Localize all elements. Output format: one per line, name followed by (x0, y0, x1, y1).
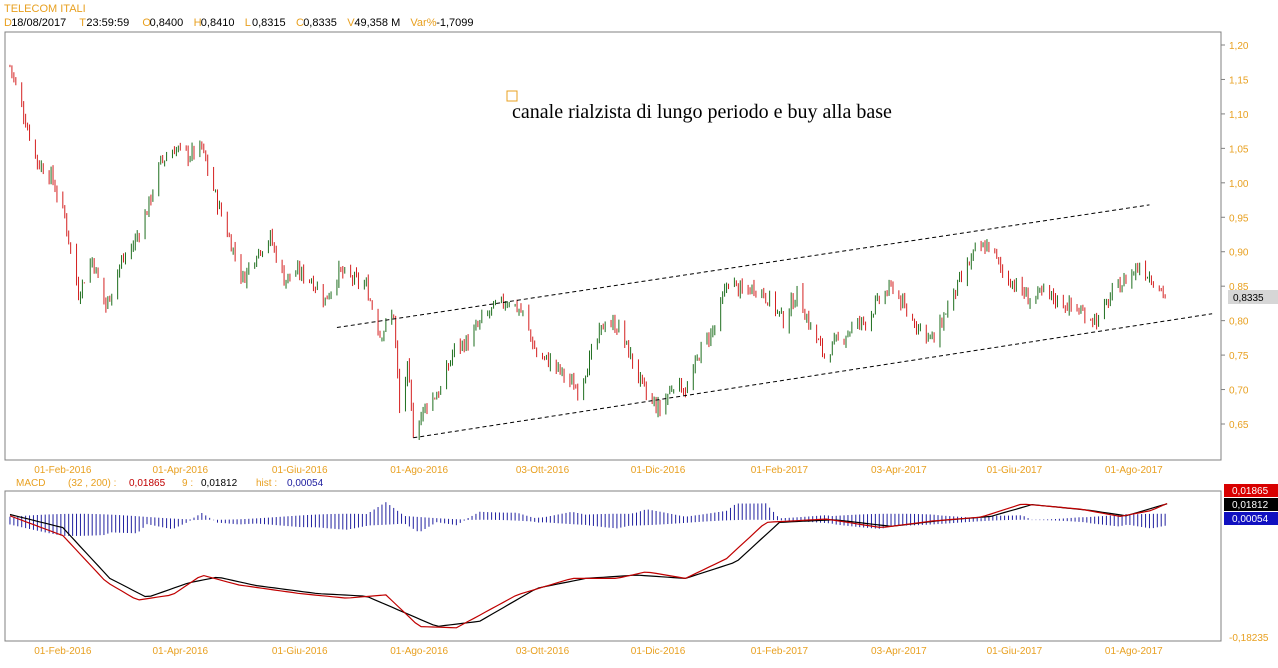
macd-legend-text-5: hist : (256, 478, 277, 489)
readout-key-6: V (347, 17, 355, 29)
readout-key-2: O (142, 17, 151, 29)
readout-value-5: 0,8335 (303, 17, 337, 29)
macd-legend: MACD (32 , 200) : 0,01865 9 : 0,01812 hist : 0… (16, 478, 324, 489)
x-tick-label: 01-Ago-2016 (390, 646, 448, 657)
ohlc-readout: D 18/08/2017 T 23:59:59 O0,8400 H 0,8410 L 0,831… (4, 17, 474, 29)
price-panel (4, 31, 1222, 461)
readout-key-3: H (194, 17, 202, 29)
trend-line-upper (336, 204, 1150, 329)
x-tick-label: 01-Giu-2017 (987, 646, 1043, 657)
y-tick-label: 1,10 (1229, 110, 1249, 121)
x-tick-label: 01-Giu-2017 (987, 465, 1043, 476)
y-tick-label: 0,65 (1229, 420, 1249, 431)
readout-key-0: D (4, 17, 12, 29)
x-tick-label: 03-Apr-2017 (871, 646, 927, 657)
readout-key-7: Var% (410, 17, 436, 29)
y-tick-label: 1,05 (1229, 144, 1249, 155)
y-tick-label: 0,70 (1229, 386, 1249, 397)
x-tick-label: 01-Giu-2016 (272, 465, 328, 476)
readout-value-3: 0,8410 (201, 17, 235, 29)
macd-line (9, 502, 1168, 629)
y-tick-label: 0,85 (1229, 282, 1249, 293)
macd-value-label: 0,01865 (1232, 486, 1269, 497)
annotation-marker (506, 90, 518, 102)
y-tick-label: 1,15 (1229, 75, 1249, 86)
x-tick-label: 01-Dic-2016 (631, 465, 686, 476)
trend-line-lower (413, 313, 1213, 439)
x-tick-label: 01-Dic-2016 (631, 646, 686, 657)
y-tick-label: 1,20 (1229, 41, 1249, 52)
macd-histogram (9, 502, 1166, 536)
y-tick-label: 0,95 (1229, 213, 1249, 224)
candlesticks (9, 64, 1166, 440)
hist-value-label: 0,00054 (1232, 514, 1269, 525)
last-price-badge (1228, 290, 1278, 304)
y-tick-label: 0,90 (1229, 248, 1249, 259)
x-tick-label: 01-Ago-2017 (1105, 465, 1163, 476)
x-tick-label: 01-Feb-2016 (34, 465, 92, 476)
readout-value-1: 23:59:59 (86, 17, 129, 29)
readout-key-1: T (79, 17, 86, 29)
price-x-axis: 01-Feb-2016 01-Apr-2016 01-Giu-2016 01-Ago-… (34, 465, 1163, 476)
last-price-label: 0,8335 (1233, 293, 1264, 304)
y-tick-label: 0,80 (1229, 317, 1249, 328)
symbol-title: TELECOM ITALI (4, 3, 86, 15)
macd-legend-text-3: 9 : (182, 478, 193, 489)
readout-value-0: 18/08/2017 (11, 17, 66, 29)
hist-value-badge (1224, 512, 1278, 525)
x-tick-label: 03-Ott-2016 (516, 465, 570, 476)
macd-panel (4, 490, 1222, 642)
readout-key-5: C (296, 17, 304, 29)
macd-legend-text-4: 0,01812 (201, 478, 238, 489)
x-tick-label: 01-Giu-2016 (272, 646, 328, 657)
readout-value-7: -1,7099 (436, 17, 473, 29)
x-tick-label: 03-Ott-2016 (516, 646, 570, 657)
macd-legend-text-1: (32 , 200) : (68, 478, 116, 489)
x-tick-label: 01-Feb-2017 (751, 465, 809, 476)
price-y-axis: 1,20 1,15 1,10 1,05 1,00 0,95 0,90 0,85 0,80 0,75… (1221, 41, 1249, 431)
x-tick-label: 01-Apr-2016 (153, 646, 209, 657)
macd-legend-text-6: 0,00054 (287, 478, 324, 489)
macd-legend-text-2: 0,01865 (129, 478, 166, 489)
x-tick-label: 01-Feb-2017 (751, 646, 809, 657)
channel-annotation: canale rialzista di lungo periodo e buy … (512, 101, 892, 123)
x-tick-label: 03-Apr-2017 (871, 465, 927, 476)
x-tick-label: 01-Ago-2017 (1105, 646, 1163, 657)
macd-legend-text-0: MACD (16, 478, 45, 489)
readout-value-2: 0,8400 (150, 17, 184, 29)
readout-value-4: 0,8315 (252, 17, 286, 29)
y-tick-label: 1,00 (1229, 179, 1249, 190)
signal-value-badge (1224, 498, 1278, 511)
y-tick-label: 0,75 (1229, 351, 1249, 362)
signal-value-label: 0,01812 (1232, 500, 1269, 511)
readout-value-6: 49,358 M (354, 17, 400, 29)
readout-key-4: L (245, 17, 251, 29)
x-tick-label: 01-Apr-2016 (153, 465, 209, 476)
macd-value-badge (1224, 484, 1278, 497)
macd-x-axis: 01-Feb-2016 01-Apr-2016 01-Giu-2016 01-Ago-… (34, 646, 1163, 657)
trend-channel (336, 204, 1213, 439)
x-tick-label: 01-Feb-2016 (34, 646, 92, 657)
macd-axis-min-label: -0,18235 (1229, 633, 1269, 644)
macd-lines (9, 502, 1168, 629)
x-tick-label: 01-Ago-2016 (390, 465, 448, 476)
